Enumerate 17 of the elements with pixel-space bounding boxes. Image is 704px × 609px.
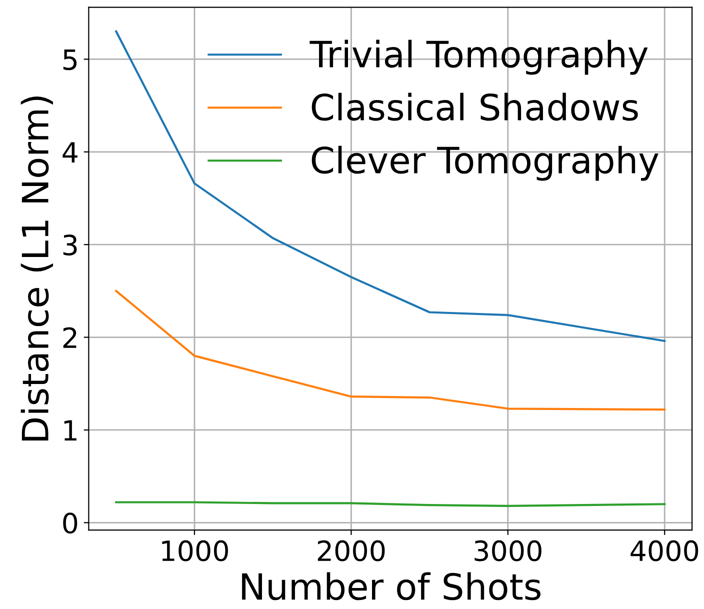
y-tick-label: 5 xyxy=(63,50,77,70)
x-tick-label: 1000 xyxy=(162,540,228,562)
legend-label: Trivial Tomography xyxy=(310,40,648,75)
line-series xyxy=(115,290,666,411)
y-tick-label: 3 xyxy=(63,234,77,256)
x-tick-label: 2000 xyxy=(318,540,385,562)
y-axis-title: Distance (L1 Norm) xyxy=(20,96,54,440)
y-tick-label: 4 xyxy=(62,142,78,162)
line-series xyxy=(115,30,666,342)
legend-label: Clever Tomography xyxy=(312,146,658,181)
y-tick-label: 0 xyxy=(63,512,78,534)
x-tick-label: 3000 xyxy=(474,540,542,562)
x-axis-title: Number of Shots xyxy=(242,572,540,600)
legend-label: Classical Shadows xyxy=(312,92,638,121)
y-tick-label: 2 xyxy=(63,327,76,348)
x-tick-label: 4000 xyxy=(630,540,698,562)
y-tick-label: 1 xyxy=(64,420,76,441)
